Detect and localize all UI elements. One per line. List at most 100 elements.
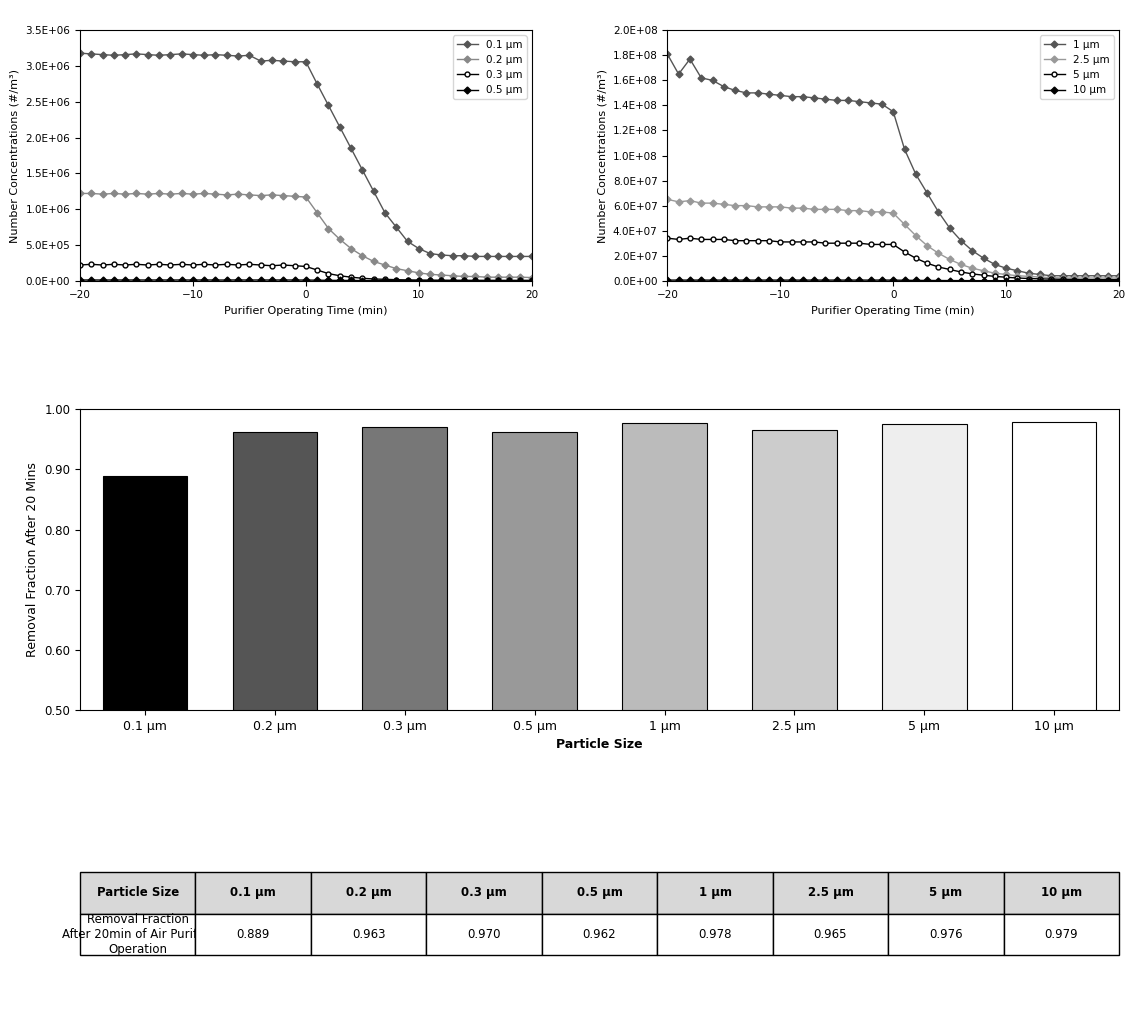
0.3 μm [96, 259, 110, 271]
Line: 0.1 μm: 0.1 μm [78, 50, 534, 259]
0.3 μm [254, 259, 267, 271]
0.1 μm [276, 55, 290, 68]
0.3 μm [198, 258, 211, 270]
2.5 μm [740, 200, 754, 212]
1 μm [706, 75, 719, 87]
Line: 0.3 μm: 0.3 μm [78, 262, 534, 283]
X-axis label: Purifier Operating Time (min): Purifier Operating Time (min) [224, 306, 387, 316]
1 μm [875, 98, 888, 110]
5 μm [773, 236, 787, 248]
X-axis label: Particle Size: Particle Size [556, 739, 643, 752]
0.1 μm [288, 55, 301, 68]
0.3 μm [525, 274, 539, 287]
5 μm [740, 235, 754, 247]
Line: 2.5 μm: 2.5 μm [665, 197, 1121, 281]
0.2 μm [152, 188, 166, 200]
1 μm [1056, 269, 1070, 282]
0.1 μm [175, 47, 188, 60]
0.3 μm [468, 274, 482, 287]
Bar [1012, 422, 1096, 1009]
2.5 μm [965, 262, 979, 274]
Bar [233, 432, 317, 1009]
2.5 μm [1112, 272, 1126, 285]
1 μm [819, 93, 833, 105]
Bar [362, 428, 447, 1009]
2.5 μm [1045, 271, 1059, 284]
0.5 μm [299, 274, 313, 287]
0.2 μm [502, 271, 516, 284]
0.5 μm [401, 274, 415, 287]
5 μm [807, 236, 821, 248]
0.2 μm [198, 188, 211, 200]
0.1 μm [435, 249, 449, 261]
0.5 μm [378, 274, 392, 287]
0.1 μm [445, 249, 459, 261]
0.2 μm [96, 188, 110, 200]
2.5 μm [773, 201, 787, 213]
2.5 μm [694, 197, 708, 209]
0.5 μm [231, 273, 244, 286]
10 μm [1067, 274, 1080, 287]
0.3 μm [367, 272, 380, 285]
2.5 μm [717, 199, 731, 211]
2.5 μm [999, 268, 1013, 281]
0.1 μm [412, 242, 426, 254]
1 μm [988, 258, 1002, 270]
2.5 μm [886, 207, 900, 219]
0.2 μm [129, 188, 143, 200]
5 μm [1011, 272, 1024, 285]
0.2 μm [480, 271, 493, 284]
1 μm [762, 88, 775, 100]
5 μm [842, 237, 855, 249]
10 μm [785, 274, 798, 287]
5 μm [863, 238, 877, 250]
0.3 μm [502, 274, 516, 287]
0.1 μm [502, 250, 516, 262]
10 μm [875, 274, 888, 287]
10 μm [932, 274, 946, 287]
10 μm [898, 274, 911, 287]
0.3 μm [163, 259, 177, 271]
Bar [753, 431, 837, 1009]
5 μm [875, 238, 888, 250]
0.3 μm [175, 258, 188, 270]
0.3 μm [424, 274, 437, 287]
5 μm [920, 257, 934, 269]
5 μm [976, 269, 990, 282]
10 μm [1078, 274, 1092, 287]
0.5 μm [209, 274, 223, 287]
0.5 μm [254, 273, 267, 286]
0.1 μm [73, 47, 87, 60]
0.2 μm [401, 264, 415, 276]
10 μm [807, 274, 821, 287]
1 μm [999, 262, 1013, 274]
10 μm [1045, 274, 1059, 287]
0.5 μm [163, 274, 177, 287]
1 μm [943, 222, 957, 234]
10 μm [1101, 274, 1115, 287]
X-axis label: Purifier Operating Time (min): Purifier Operating Time (min) [812, 306, 975, 316]
0.5 μm [468, 274, 482, 287]
1 μm [898, 143, 911, 155]
10 μm [886, 274, 900, 287]
2.5 μm [1056, 272, 1070, 285]
0.2 μm [73, 188, 87, 200]
0.5 μm [344, 274, 357, 287]
0.1 μm [186, 48, 200, 61]
10 μm [853, 274, 867, 287]
Bar [103, 476, 187, 1009]
0.2 μm [242, 189, 256, 201]
0.5 μm [288, 274, 301, 287]
1 μm [1089, 269, 1103, 282]
5 μm [1045, 273, 1059, 286]
10 μm [965, 274, 979, 287]
0.1 μm [367, 186, 380, 198]
5 μm [830, 237, 844, 249]
2.5 μm [842, 205, 855, 217]
2.5 μm [671, 196, 685, 208]
0.2 μm [288, 191, 301, 203]
2.5 μm [1011, 269, 1024, 282]
0.1 μm [480, 250, 493, 262]
1 μm [1022, 267, 1036, 279]
5 μm [729, 235, 742, 247]
